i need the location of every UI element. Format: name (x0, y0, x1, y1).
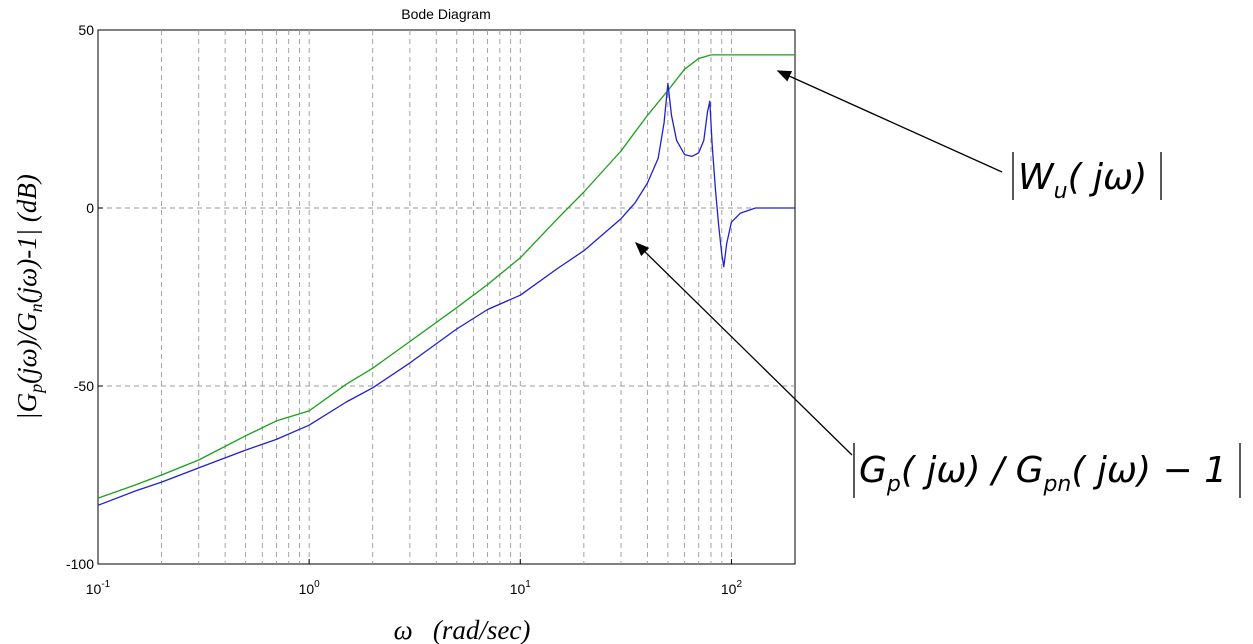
plot-area (97, 29, 796, 565)
x-tick-label: 101 (510, 579, 532, 597)
annotation-wu: Wu( jω) (776, 70, 1162, 204)
y-tick-label: 50 (78, 22, 94, 38)
y-tick-label: -100 (66, 556, 94, 572)
series-line-1 (97, 54, 795, 499)
arrow-gp (634, 241, 853, 456)
arrow-wu (776, 70, 1003, 173)
y-axis-label: |Gp(jω)/Gn(jω)-1| (dB) (12, 174, 46, 420)
series-lines (97, 54, 795, 506)
y-tick-label: 0 (86, 200, 94, 216)
x-axis-label: ω (rad/sec) (394, 615, 531, 644)
y-tick-label: -50 (74, 378, 94, 394)
annotation-gp-label: Gp( jω) / Gpn( jω) − 1 (859, 450, 1227, 497)
annotation-gp: Gp( jω) / Gpn( jω) − 1 (634, 241, 1241, 498)
axis-ticks: 50 0 -50 -100 10-1 100 101 102 (66, 22, 742, 597)
x-tick-label: 102 (721, 579, 743, 597)
x-tick-label: 100 (299, 579, 321, 597)
annotation-wu-label: Wu( jω) (1018, 157, 1147, 204)
chart-title: Bode Diagram (401, 6, 491, 22)
series-line-2 (97, 82, 795, 506)
x-tick-label: 10-1 (86, 579, 111, 597)
